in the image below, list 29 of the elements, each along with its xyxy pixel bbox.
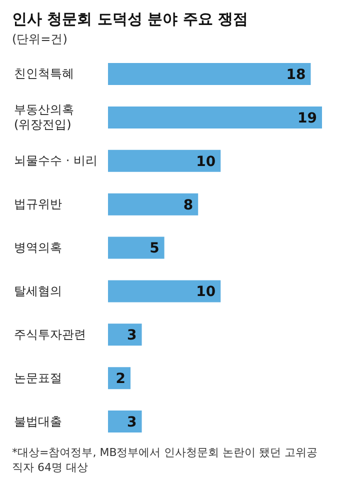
y-tick-label: 병역의혹 xyxy=(14,240,62,254)
chart-subtitle: (단위=건) xyxy=(11,31,68,48)
data-label: 5 xyxy=(150,240,160,257)
data-label: 19 xyxy=(298,110,317,126)
y-tick-label: 불법대출 xyxy=(14,414,62,428)
bar xyxy=(108,236,164,259)
y-tick-label: 뇌물수수 · 비리 xyxy=(14,154,98,168)
data-label: 18 xyxy=(286,66,306,83)
bar xyxy=(108,324,142,346)
bar xyxy=(108,280,221,302)
data-label: 10 xyxy=(196,154,216,170)
bar xyxy=(108,193,198,216)
chart-title: 인사 청문회 도덕성 분야 주요 쟁점 xyxy=(11,9,250,30)
data-label: 8 xyxy=(183,197,194,214)
bar xyxy=(108,150,221,172)
y-tick-label: 주식투자관련 xyxy=(14,327,86,342)
y-tick-label: 논문표절 xyxy=(14,370,62,385)
y-tick-label: 부동산의혹 (위장전입) xyxy=(14,102,74,132)
data-label: 2 xyxy=(116,371,126,388)
data-label: 10 xyxy=(196,284,216,300)
data-label: 3 xyxy=(127,414,137,431)
data-label: 3 xyxy=(127,328,137,344)
y-tick-label: 친인척특혜 xyxy=(14,66,74,81)
y-tick-label: 탈세혐의 xyxy=(14,284,62,298)
bar xyxy=(108,63,311,85)
y-tick-label: 법규위반 xyxy=(14,197,62,212)
bar xyxy=(108,410,142,433)
bar xyxy=(108,106,322,128)
text: *대상=참여정부, MB정부에서 인사청문회 논란이 됐던 고위공직자 64명 대상 xyxy=(11,445,319,476)
